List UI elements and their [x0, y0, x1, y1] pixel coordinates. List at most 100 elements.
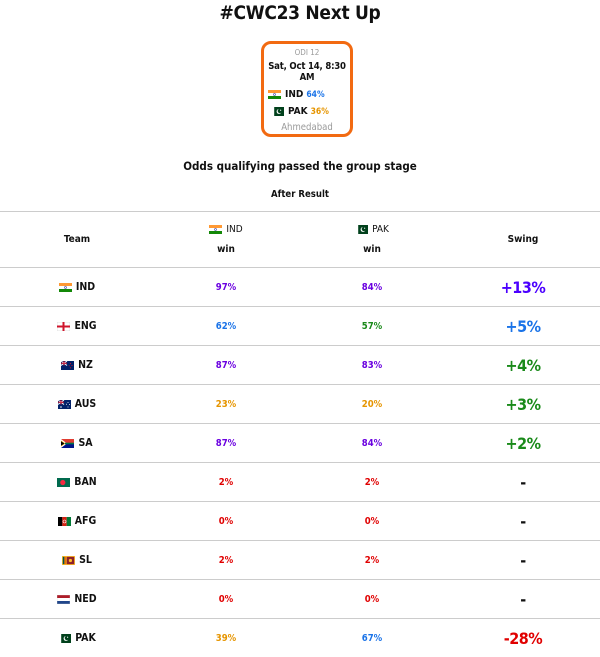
england-flag-icon — [57, 321, 71, 331]
pak-win-value: 2% — [364, 554, 380, 566]
swing-value: - — [520, 550, 526, 570]
swing-value: +2% — [505, 433, 542, 453]
india-flag-icon — [268, 90, 281, 99]
australia-flag-icon — [57, 399, 71, 409]
row-team: BAN — [28, 463, 126, 501]
pak-win-value: 0% — [364, 593, 380, 605]
header-pak-sub: win — [363, 244, 381, 255]
match-datetime: Sat, Oct 14, 8:30 AM — [268, 61, 346, 83]
team-code: AFG — [74, 515, 97, 527]
page-title: #CWC23 Next Up — [219, 2, 381, 24]
swing-value: +4% — [505, 355, 542, 375]
row-swing: - — [474, 541, 572, 579]
header-ind-sub: win — [217, 244, 235, 255]
table-row: AFG 0% 0% - — [0, 502, 600, 541]
header-swing: Swing — [507, 234, 539, 245]
row-ind-win-pct: 2% — [177, 541, 275, 579]
team-code: BAN — [74, 476, 97, 488]
ind-win-value: 2% — [218, 476, 234, 488]
row-swing: +4% — [474, 346, 572, 384]
header-pak-code: PAK — [372, 224, 389, 235]
team-code: NED — [74, 593, 97, 605]
row-team: AUS — [28, 385, 126, 423]
team-label: AFG — [57, 515, 97, 527]
ind-win-value: 87% — [215, 437, 237, 449]
swing-value: +13% — [500, 277, 546, 297]
team-label: SL — [62, 554, 92, 566]
row-pak-win-pct: 84% — [323, 268, 421, 306]
swing-value: -28% — [503, 628, 543, 648]
row-pak-win-pct: 83% — [323, 346, 421, 384]
pak-win-value: 0% — [364, 515, 380, 527]
after-result-label: After Result — [271, 189, 329, 200]
row-pak-win-pct: 0% — [323, 580, 421, 618]
header-ind-win: IND win — [177, 212, 275, 267]
team-label: SA — [61, 437, 93, 449]
row-ind-win-pct: 23% — [177, 385, 275, 423]
pak-win-value: 67% — [361, 632, 383, 644]
team-code: PAK — [75, 632, 96, 644]
team-label: IND — [58, 281, 96, 293]
table-row: IND 97% 84% +13% — [0, 268, 600, 307]
team-code: AUS — [74, 398, 97, 410]
pak-win-value: 20% — [361, 398, 383, 410]
row-ind-win-pct: 2% — [177, 463, 275, 501]
row-ind-win-pct: 39% — [177, 619, 275, 657]
row-pak-win-pct: 0% — [323, 502, 421, 540]
india-flag-icon — [209, 225, 223, 234]
row-swing: +3% — [474, 385, 572, 423]
afghanistan-flag-icon — [57, 516, 71, 526]
table-header: Team IND win PAK win Swing — [0, 212, 600, 268]
row-ind-win-pct: 87% — [177, 346, 275, 384]
pakistan-flag-icon — [58, 633, 72, 643]
row-pak-win-pct: 2% — [323, 463, 421, 501]
pak-win-value: 84% — [361, 437, 383, 449]
table-row: NED 0% 0% - — [0, 580, 600, 619]
row-pak-win-pct: 20% — [323, 385, 421, 423]
swing-value: - — [520, 589, 526, 609]
header-pak-win: PAK win — [323, 212, 421, 267]
table-row: PAK 39% 67% -28% — [0, 619, 600, 657]
row-team: ENG — [28, 307, 126, 345]
ind-win-value: 0% — [218, 515, 234, 527]
team-label: NED — [57, 593, 97, 605]
team-label: AUS — [57, 398, 97, 410]
match-venue: Ahmedabad — [281, 122, 333, 133]
row-team: SA — [28, 424, 126, 462]
row-swing: +13% — [474, 268, 572, 306]
swing-value: +3% — [505, 394, 542, 414]
section-subtitle: Odds qualifying passed the group stage — [183, 159, 417, 173]
table-row: AUS 23% 20% +3% — [0, 385, 600, 424]
india-flag-icon — [58, 282, 72, 292]
pakistan-flag-icon — [271, 107, 284, 116]
table-row: BAN 2% 2% - — [0, 463, 600, 502]
row-team: SL — [28, 541, 126, 579]
ind-win-value: 23% — [215, 398, 237, 410]
ind-win-value: 0% — [218, 593, 234, 605]
match-card[interactable]: ODI 12 Sat, Oct 14, 8:30 AM IND 64% PAK … — [261, 41, 353, 137]
match-team-1-pct: 64% — [306, 89, 325, 100]
team-label: BAN — [57, 476, 97, 488]
pak-win-value: 57% — [361, 320, 383, 332]
row-swing: - — [474, 580, 572, 618]
swing-value: +5% — [505, 316, 542, 336]
row-team: PAK — [28, 619, 126, 657]
row-swing: - — [474, 463, 572, 501]
row-swing: +2% — [474, 424, 572, 462]
pak-win-value: 83% — [361, 359, 383, 371]
table-row: SA 87% 84% +2% — [0, 424, 600, 463]
row-team: NZ — [28, 346, 126, 384]
table-row: NZ 87% 83% +4% — [0, 346, 600, 385]
netherlands-flag-icon — [57, 594, 71, 604]
team-code: IND — [75, 281, 96, 293]
row-team: IND — [28, 268, 126, 306]
header-team: Team — [63, 234, 91, 245]
row-ind-win-pct: 62% — [177, 307, 275, 345]
row-swing: -28% — [474, 619, 572, 657]
odds-table: Team IND win PAK win Swing IND 97% 84% +13%… — [0, 211, 600, 657]
row-pak-win-pct: 57% — [323, 307, 421, 345]
row-ind-win-pct: 0% — [177, 580, 275, 618]
team-code: SA — [78, 437, 93, 449]
row-ind-win-pct: 0% — [177, 502, 275, 540]
team-label: PAK — [58, 632, 96, 644]
